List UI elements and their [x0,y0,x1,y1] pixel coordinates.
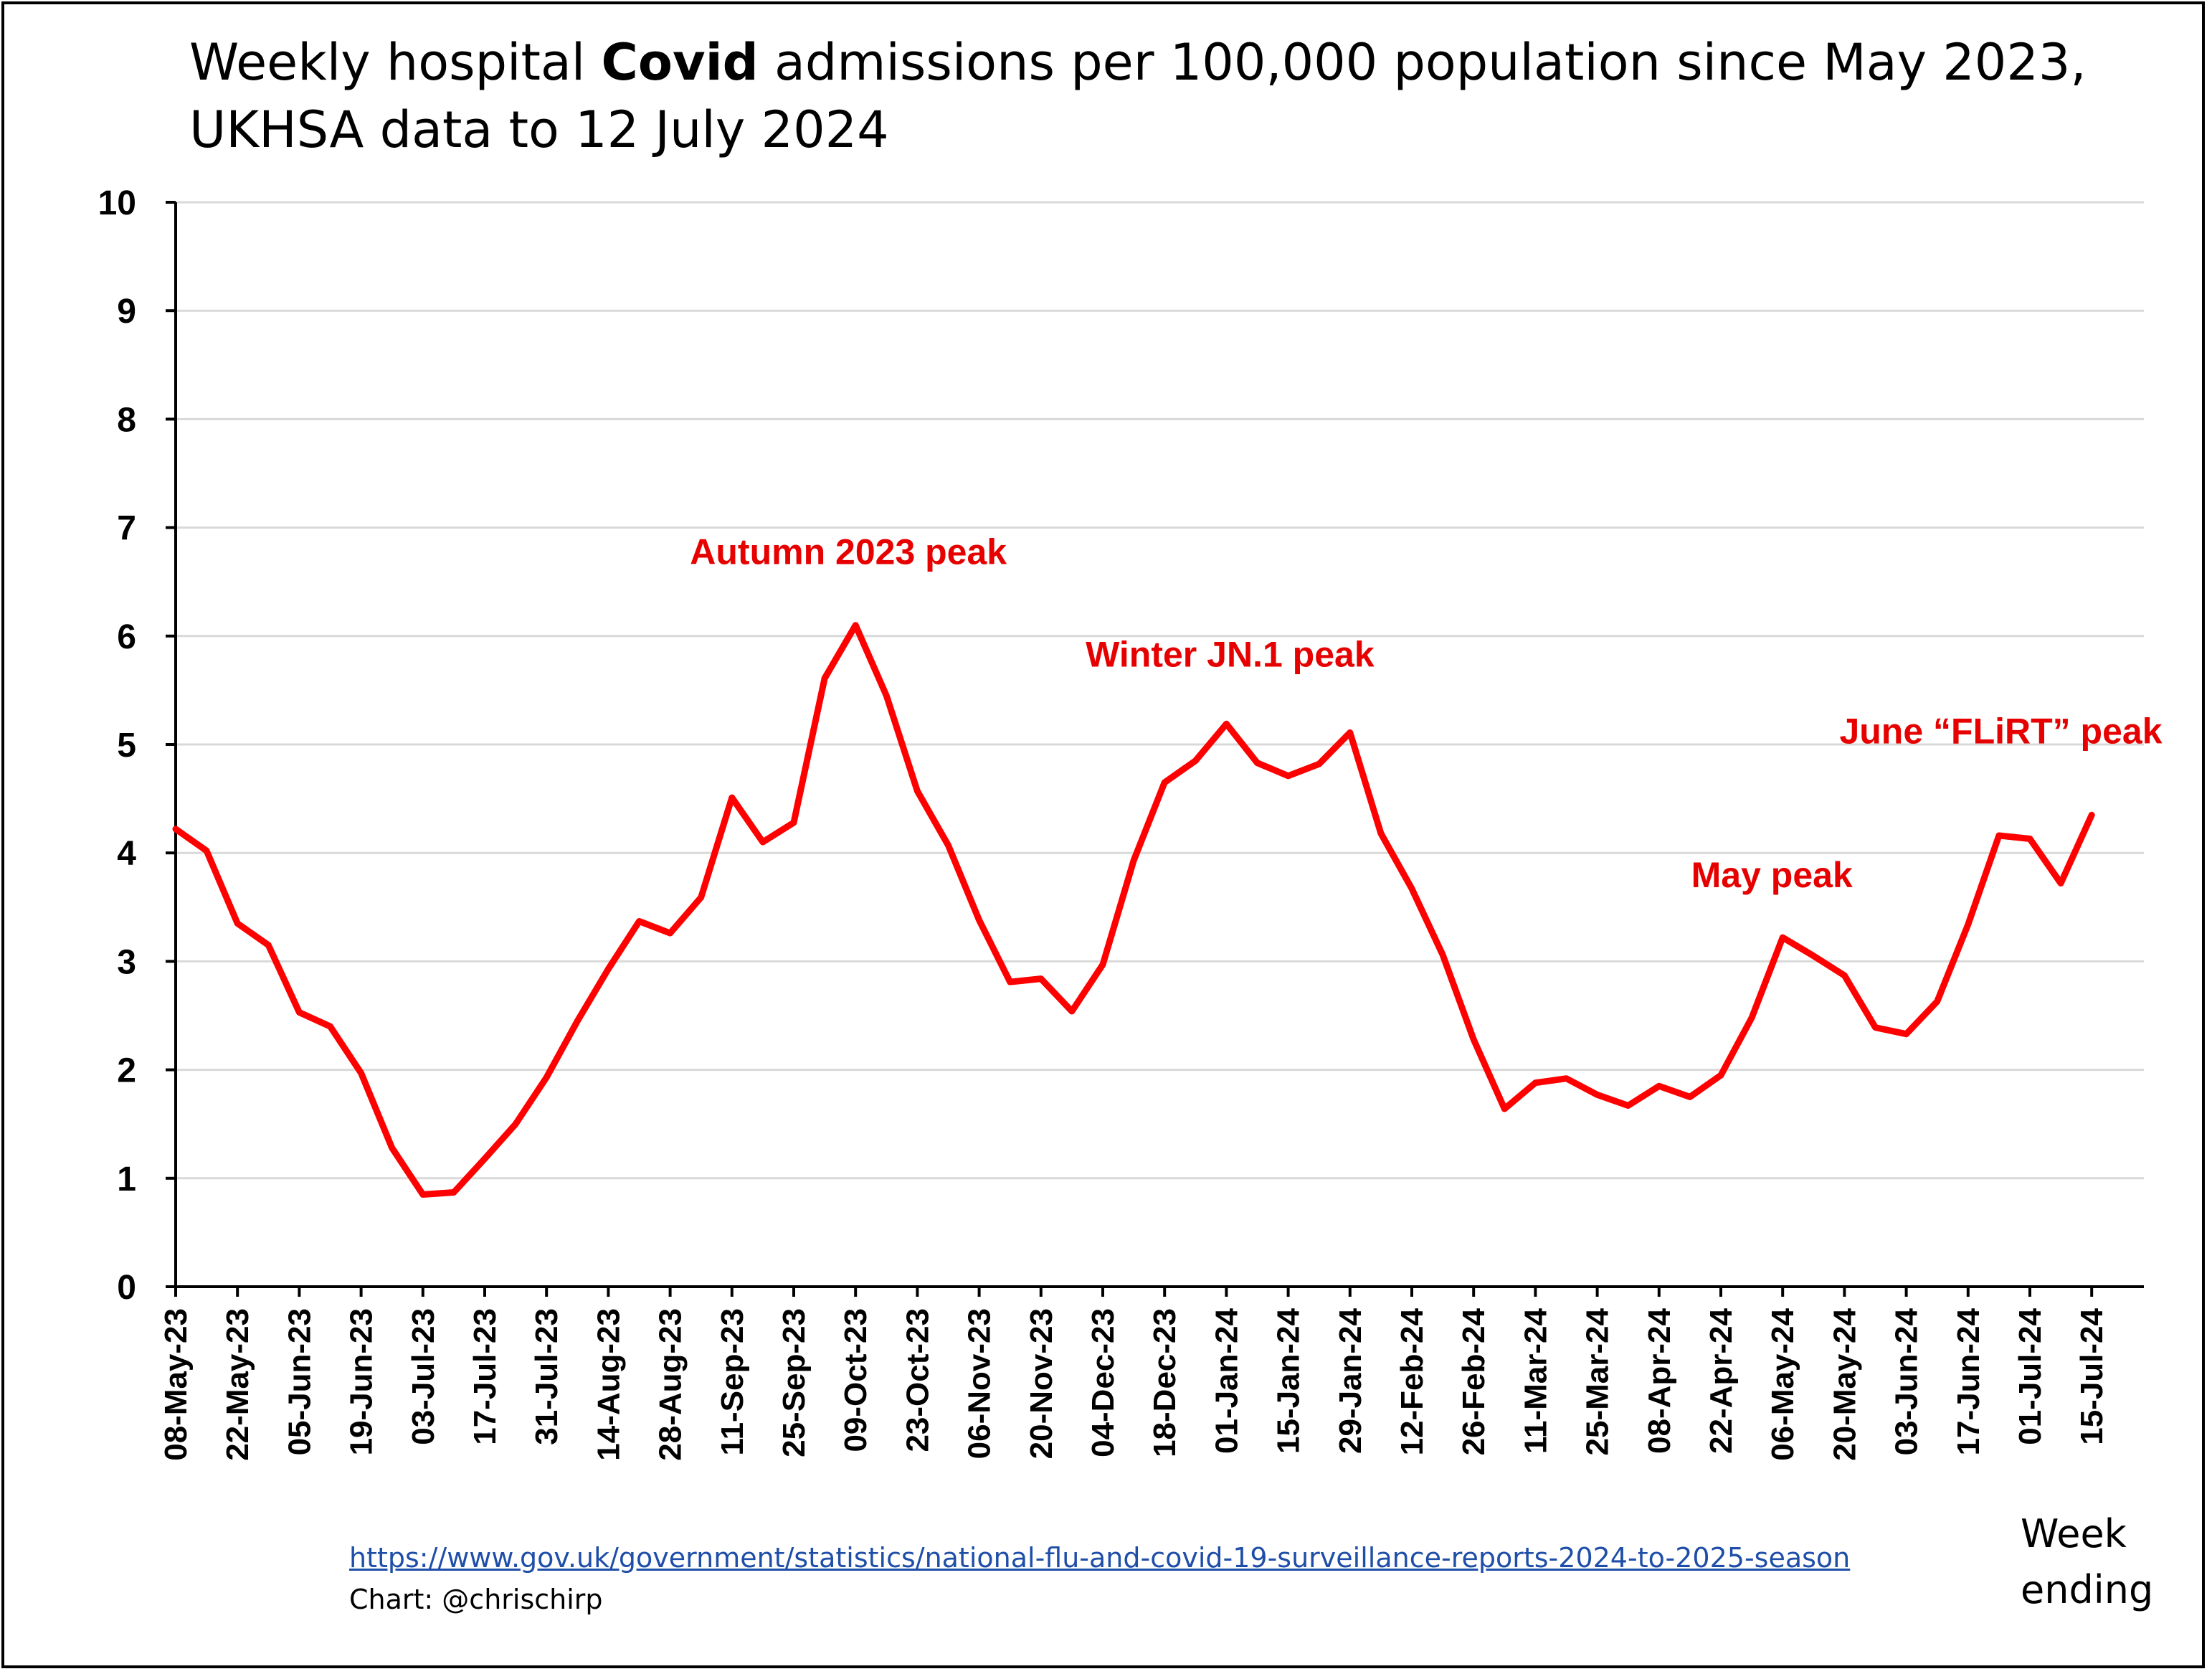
title-line-1: Weekly hospital Covid admissions per 100… [189,29,2087,96]
x-tick-label: 26-Feb-24 [1456,1307,1491,1455]
x-tick-label: 05-Jun-23 [282,1308,317,1455]
title-text-before: Weekly hospital [189,33,602,92]
x-tick-label: 19-Jun-23 [344,1308,379,1455]
x-tick-label: 09-Oct-23 [838,1308,873,1452]
x-tick-label: 29-Jan-24 [1333,1307,1368,1454]
peak-annotation: Autumn 2023 peak [690,532,1007,572]
y-tick-label: 1 [117,1160,136,1198]
ending-label: ending [2021,1567,2154,1612]
series-layer [172,622,2095,1198]
x-tick-label: 25-Mar-24 [1580,1307,1615,1455]
x-axis-unit-label: Week ending [2021,1506,2153,1618]
x-tick-label: 08-Apr-24 [1642,1307,1677,1453]
y-tick-label: 8 [117,401,136,439]
x-tick-label: 14-Aug-23 [591,1308,626,1461]
y-tick-label: 2 [117,1052,136,1090]
x-tick-label: 15-Jul-24 [2074,1307,2109,1444]
y-axis-ticks: 0 1 2 3 4 5 6 7 8 9 10 [98,184,176,1307]
x-tick-label: 17-Jun-24 [1951,1307,1986,1455]
y-tick-label: 10 [98,184,136,222]
x-tick-label: 17-Jul-23 [467,1308,503,1445]
x-tick-label: 03-Jun-24 [1889,1307,1924,1455]
x-tick-label: 28-Aug-23 [653,1308,688,1461]
x-tick-label: 12-Feb-24 [1395,1307,1430,1455]
title-text-after: admissions per 100,000 population since … [758,33,2087,92]
series-line [172,622,2095,1198]
x-tick-label: 11-Sep-23 [715,1308,750,1455]
x-tick-label: 20-May-24 [1827,1307,1862,1460]
x-tick-label: 20-Nov-23 [1024,1308,1059,1459]
y-tick-label: 7 [117,510,136,548]
x-tick-label: 31-Jul-23 [529,1308,564,1445]
title-bold-text: Covid [601,33,759,92]
x-tick-label: 23-Oct-23 [900,1308,935,1452]
peak-annotations: Autumn 2023 peak Winter JN.1 peak May peak… [690,532,2162,895]
y-tick-label: 6 [117,618,136,656]
y-tick-label: 4 [117,835,136,873]
x-tick-label: 18-Dec-23 [1147,1308,1182,1457]
peak-annotation: May peak [1691,855,1853,895]
gridlines [176,201,2144,1180]
x-tick-label: 15-Jan-24 [1271,1307,1306,1454]
x-tick-label: 06-May-24 [1765,1307,1800,1460]
x-tick-label: 01-Jan-24 [1209,1307,1244,1454]
x-tick-label: 01-Jul-24 [2013,1307,2048,1444]
x-tick-label: 04-Dec-23 [1086,1308,1121,1457]
source-link[interactable]: https://www.gov.uk/government/statistics… [349,1542,1851,1574]
week-label: Week [2021,1511,2127,1556]
x-tick-label: 03-Jul-23 [406,1308,441,1445]
peak-annotation: Winter JN.1 peak [1086,634,1375,674]
y-tick-label: 9 [117,293,136,331]
peak-annotation: June “FLiRT” peak [1839,711,2162,751]
x-tick-label: 11-Mar-24 [1518,1307,1553,1454]
x-axis-ticks: 08-May-23 22-May-23 05-Jun-23 19-Jun-23 03-J… [158,1287,2109,1461]
y-tick-label: 3 [117,943,136,981]
y-tick-label: 5 [117,727,136,765]
x-tick-label: 25-Sep-23 [777,1308,812,1457]
title-line-2: UKHSA data to 12 July 2024 [189,100,889,159]
x-tick-label: 06-Nov-23 [962,1308,997,1459]
x-tick-label: 22-Apr-24 [1704,1307,1739,1453]
y-tick-label: 0 [117,1269,136,1307]
x-tick-label: 08-May-23 [158,1308,194,1461]
chart-credit: Chart: @chrischirp [349,1584,603,1615]
x-tick-label: 22-May-23 [220,1308,255,1461]
chart-title: Weekly hospital Covid admissions per 100… [189,29,2087,164]
